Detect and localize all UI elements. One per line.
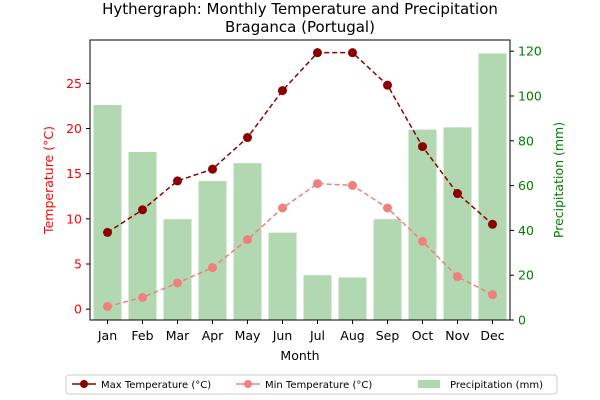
point-min-temp-nov xyxy=(453,272,462,281)
point-min-temp-jun xyxy=(278,204,287,213)
x-tick-label-sep: Sep xyxy=(376,328,400,343)
y-right-tick-label-100: 100 xyxy=(518,89,542,104)
precip-bar-aug xyxy=(339,277,367,320)
precip-bar-apr xyxy=(199,181,227,320)
legend-swatch-precipitation xyxy=(418,380,440,388)
x-tick-label-feb: Feb xyxy=(131,328,153,343)
y-right-tick-label-40: 40 xyxy=(518,223,534,238)
x-tick-label-dec: Dec xyxy=(480,328,504,343)
x-tick-label-mar: Mar xyxy=(166,328,190,343)
point-min-temp-aug xyxy=(348,181,357,190)
point-min-temp-apr xyxy=(208,263,217,272)
point-max-temp-jan xyxy=(103,228,112,237)
y-right-tick-label-20: 20 xyxy=(518,268,534,283)
x-tick-label-aug: Aug xyxy=(340,328,364,343)
point-min-temp-dec xyxy=(488,290,497,299)
y-left-tick-label-10: 10 xyxy=(66,211,82,226)
point-max-temp-mar xyxy=(173,176,182,185)
point-max-temp-aug xyxy=(348,48,357,57)
precip-bar-dec xyxy=(479,53,507,320)
precip-bar-oct xyxy=(409,130,437,320)
x-tick-label-oct: Oct xyxy=(412,328,434,343)
point-min-temp-oct xyxy=(418,237,427,246)
y-axis-right: 0 20 40 60 80 100 120 xyxy=(510,44,542,328)
legend-label-max-temp: Max Temperature (°C) xyxy=(101,380,211,391)
y-left-tick-label-25: 25 xyxy=(66,76,82,91)
x-tick-label-jan: Jan xyxy=(97,328,117,343)
y-right-tick-label-80: 80 xyxy=(518,133,534,148)
y-right-tick-label-60: 60 xyxy=(518,178,534,193)
precip-bar-jan xyxy=(94,105,122,320)
y-axis-right-label: Precipitation (mm) xyxy=(551,122,566,238)
precipitation-bars xyxy=(94,53,507,320)
y-right-tick-label-0: 0 xyxy=(518,313,526,328)
point-min-temp-may xyxy=(243,235,252,244)
legend: Max Temperature (°C) Min Temperature (°C… xyxy=(66,375,557,394)
y-right-tick-label-120: 120 xyxy=(518,44,542,59)
legend-marker-min-temp xyxy=(244,380,252,388)
y-axis-left-label: Temperature (°C) xyxy=(41,126,56,235)
legend-marker-max-temp xyxy=(80,380,88,388)
legend-label-min-temp: Min Temperature (°C) xyxy=(265,380,372,391)
y-left-tick-label-0: 0 xyxy=(74,302,82,317)
y-left-tick-label-20: 20 xyxy=(66,121,82,136)
point-min-temp-mar xyxy=(173,278,182,287)
point-max-temp-apr xyxy=(208,165,217,174)
point-max-temp-jun xyxy=(278,86,287,95)
point-min-temp-sep xyxy=(383,204,392,213)
x-tick-label-may: May xyxy=(235,328,261,343)
x-tick-label-jul: Jul xyxy=(309,328,325,343)
point-max-temp-dec xyxy=(488,220,497,229)
precip-bar-jun xyxy=(269,233,297,320)
precip-bar-nov xyxy=(444,127,472,320)
x-axis-label: Month xyxy=(280,348,319,363)
x-axis: Jan Feb Mar Apr May Jun Jul Aug Sep Oct Nov Dec xyxy=(97,320,505,343)
precip-bar-jul xyxy=(304,275,332,320)
precip-bar-sep xyxy=(374,219,402,320)
x-tick-label-jun: Jun xyxy=(272,328,293,343)
point-min-temp-feb xyxy=(138,293,147,302)
precip-bar-mar xyxy=(164,219,192,320)
point-max-temp-oct xyxy=(418,142,427,151)
point-max-temp-may xyxy=(243,133,252,142)
x-tick-label-nov: Nov xyxy=(445,328,470,343)
point-min-temp-jul xyxy=(313,179,322,188)
point-min-temp-jan xyxy=(103,302,112,311)
chart-title: Hythergraph: Monthly Temperature and Pre… xyxy=(102,0,498,18)
point-max-temp-jul xyxy=(313,48,322,57)
temperature-lines xyxy=(103,48,497,311)
chart-subtitle: Braganca (Portugal) xyxy=(225,18,375,36)
point-max-temp-feb xyxy=(138,205,147,214)
x-tick-label-apr: Apr xyxy=(202,328,224,343)
point-max-temp-nov xyxy=(453,189,462,198)
y-axis-left: 0 5 10 15 20 25 xyxy=(66,76,90,317)
y-left-tick-label-5: 5 xyxy=(74,257,82,272)
point-max-temp-sep xyxy=(383,81,392,90)
y-left-tick-label-15: 15 xyxy=(66,166,82,181)
legend-label-precipitation: Precipitation (mm) xyxy=(450,380,543,391)
